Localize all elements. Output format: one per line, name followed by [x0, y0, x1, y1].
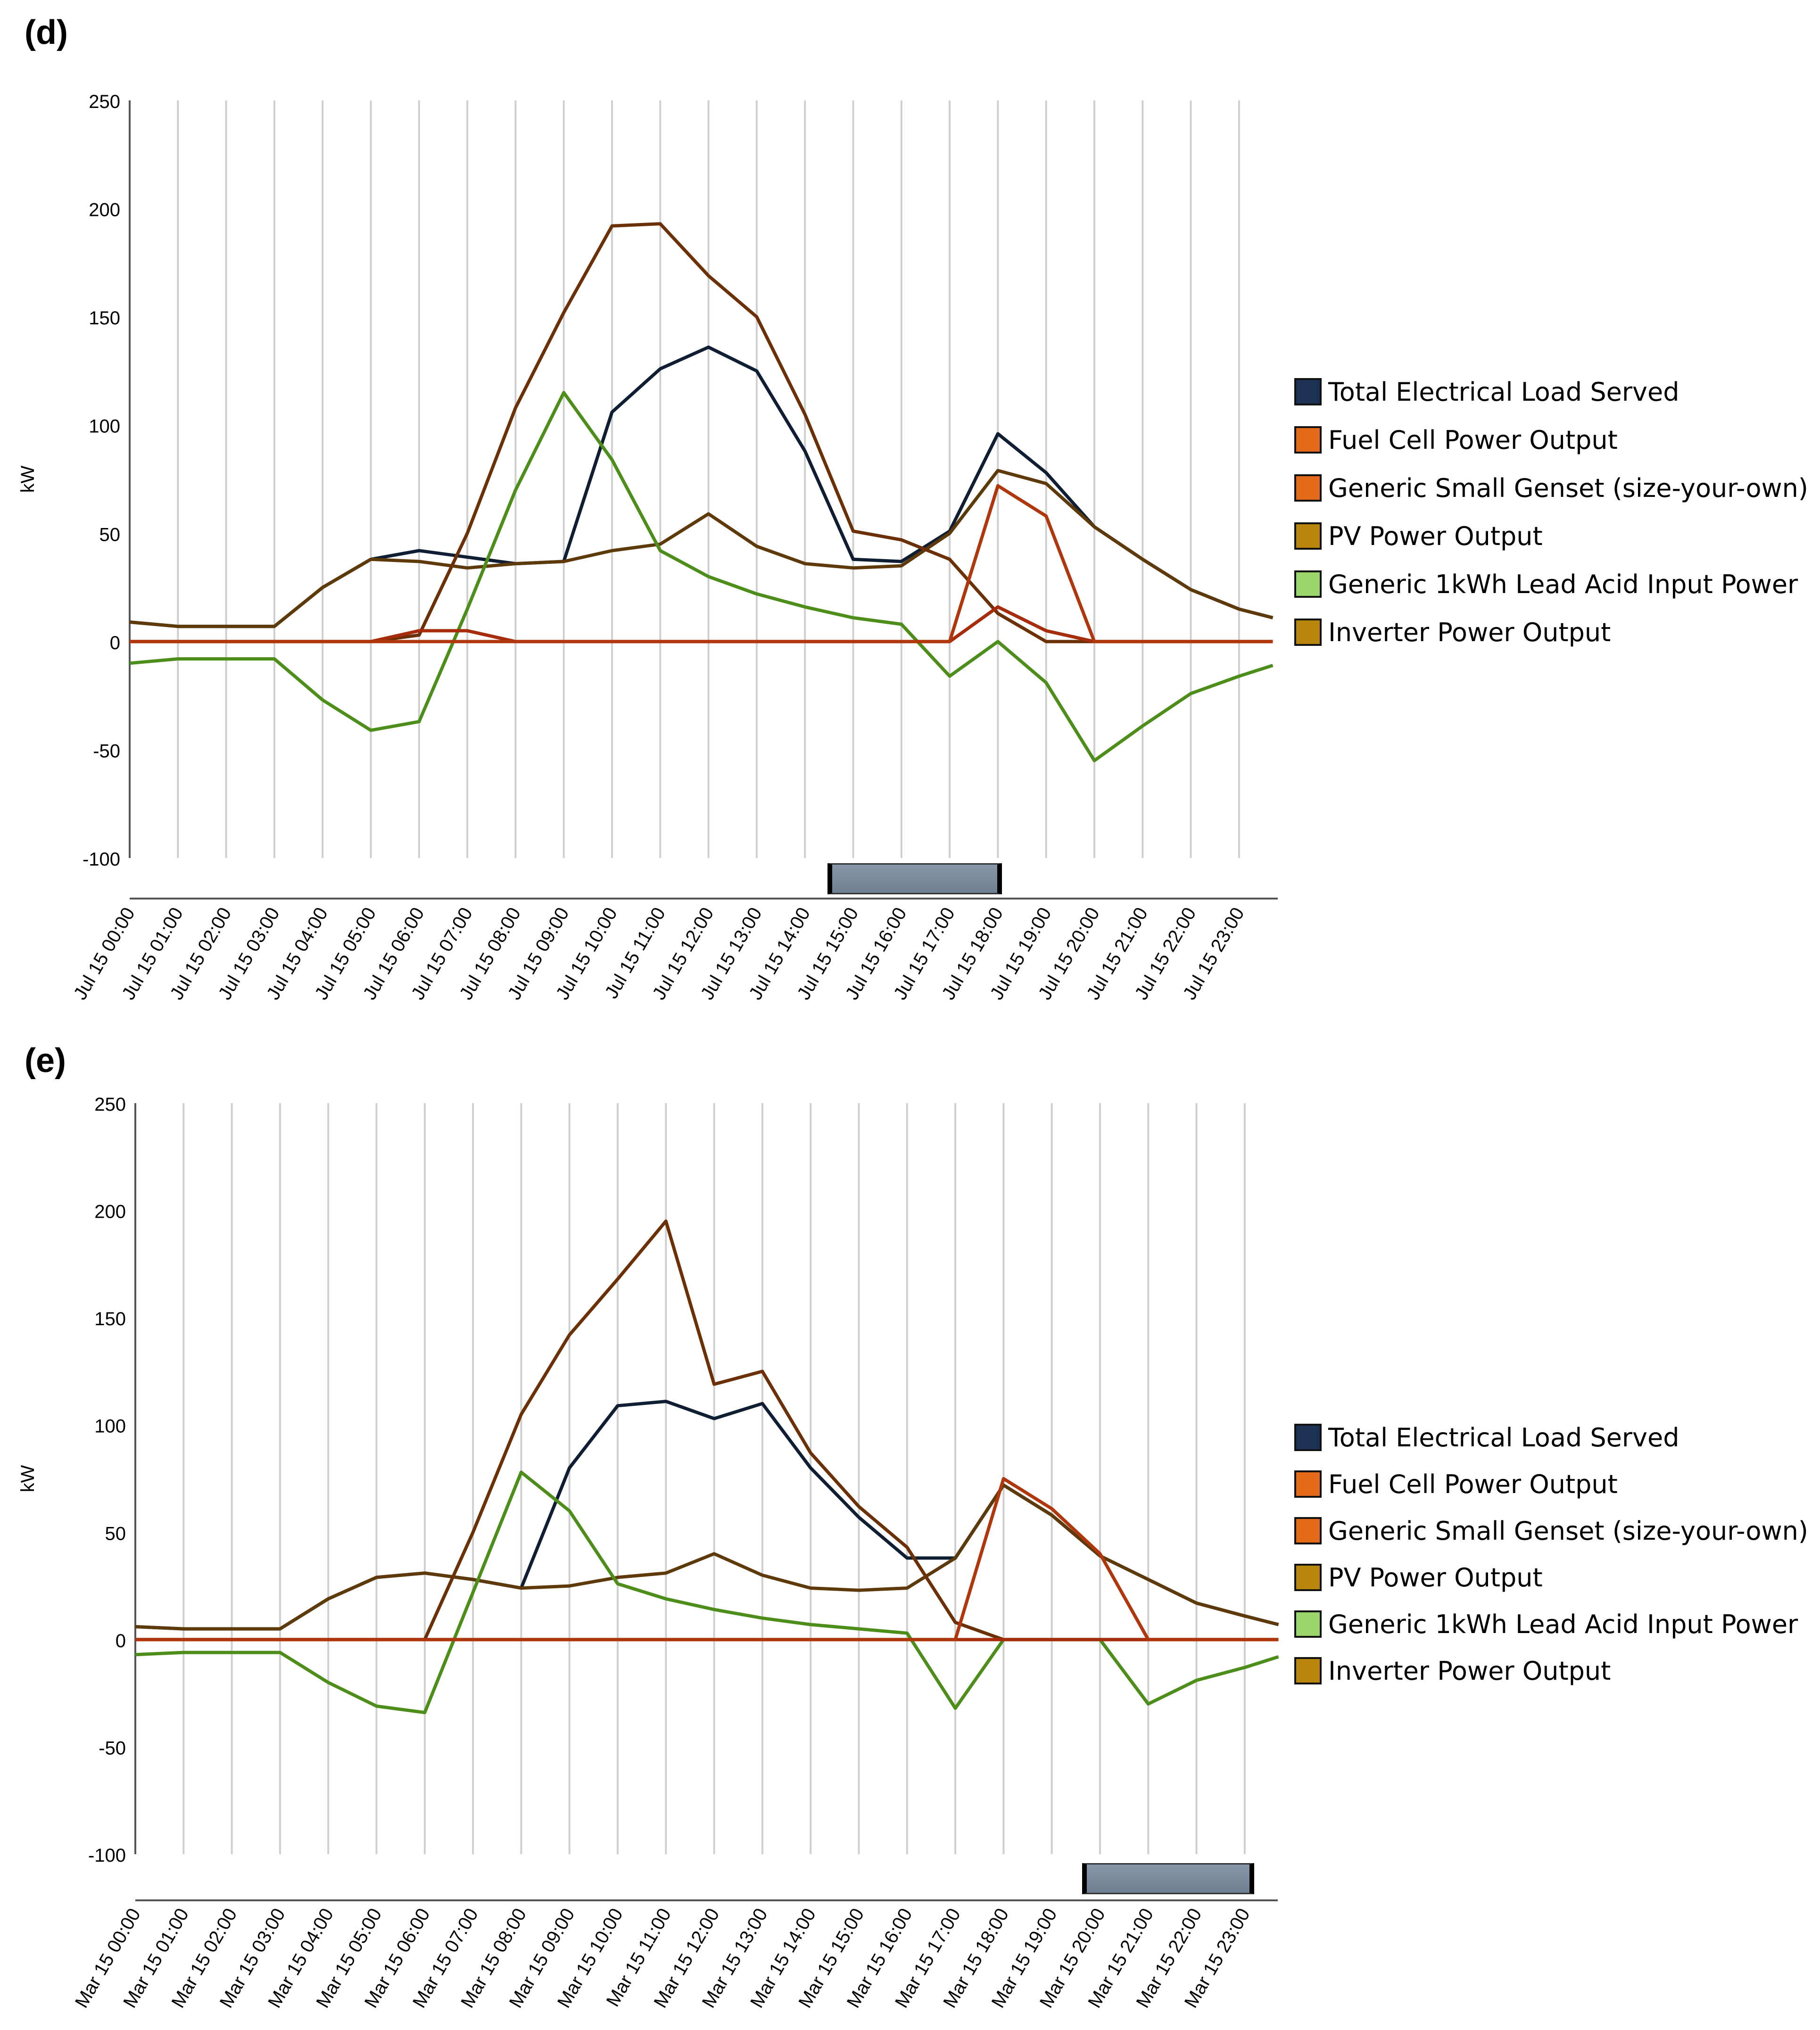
legend-swatch: [1294, 619, 1322, 646]
y-tick-label: 50: [99, 524, 121, 545]
legend-label: Generic Small Genset (size-your-own) Pow…: [1328, 1516, 1813, 1546]
y-tick-label: 0: [116, 1631, 126, 1651]
legend-label: Generic 1kWh Lead Acid Input Power: [1328, 1609, 1798, 1639]
legend-item-pv[interactable]: PV Power Output: [1294, 1561, 1813, 1594]
legend-swatch: [1294, 474, 1322, 502]
legend-swatch: [1294, 1470, 1322, 1498]
legend-label: Fuel Cell Power Output: [1328, 1469, 1618, 1499]
legend-item-battery[interactable]: Generic 1kWh Lead Acid Input Power: [1294, 1608, 1813, 1641]
series-line-inverter-power-output: [129, 469, 1274, 628]
y-tick-label: 200: [89, 200, 120, 221]
legend-item-fuel-cell[interactable]: Fuel Cell Power Output: [1294, 1468, 1813, 1501]
legend-swatch: [1294, 378, 1322, 405]
series-line-generic-small-genset-size-your-own-power-output: [130, 484, 1273, 644]
legend-swatch: [1294, 1517, 1322, 1544]
legend-swatch: [1294, 1610, 1322, 1638]
legend-label: Total Electrical Load Served: [1328, 1422, 1679, 1452]
legend-item-inverter[interactable]: Inverter Power Output: [1294, 616, 1813, 649]
legend-label: Inverter Power Output: [1328, 617, 1611, 647]
y-tick-label: -50: [93, 741, 120, 761]
legend-item-total-load[interactable]: Total Electrical Load Served: [1294, 1421, 1813, 1454]
legend-swatch: [1294, 522, 1322, 550]
legend-item-total-load[interactable]: Total Electrical Load Served: [1294, 375, 1813, 408]
legend-label: Generic 1kWh Lead Acid Input Power: [1328, 569, 1798, 599]
series-line-generic-1kwh-lead-acid-input-power: [129, 391, 1274, 762]
legend-item-fuel-cell[interactable]: Fuel Cell Power Output: [1294, 423, 1813, 456]
y-tick-label: -50: [99, 1738, 126, 1758]
series-line-pv-power-output: [130, 222, 1273, 644]
legend-swatch: [1294, 1657, 1322, 1684]
legend-swatch: [1294, 570, 1322, 598]
y-tick-label: 100: [89, 416, 120, 437]
legend-label: Generic Small Genset (size-your-own) Pow…: [1328, 473, 1813, 503]
series-line-generic-1kwh-lead-acid-input-power: [135, 1470, 1279, 1715]
y-tick-label: -100: [88, 1845, 126, 1866]
legend-label: Inverter Power Output: [1328, 1656, 1611, 1686]
legend-swatch: [1294, 426, 1322, 454]
chart-panel-e: (e) 250 200 150 100 50 0 -50 -100 kW Mar 15 00:00…: [0, 1015, 1820, 2030]
legend-label: Fuel Cell Power Output: [1328, 425, 1618, 455]
y-tick-label: 200: [94, 1202, 126, 1222]
chart-panel-d: (d) 250 200 150 100 50 0 -50 -100 kW Jul 15 00:00…: [17, 14, 1813, 1003]
legend-item-inverter[interactable]: Inverter Power Output: [1294, 1654, 1813, 1687]
y-tick-label: 100: [94, 1416, 126, 1437]
series-line-total-electrical-load-served: [135, 1400, 1279, 1631]
y-tick-label: 0: [110, 633, 120, 653]
y-tick-label: 50: [105, 1523, 126, 1544]
legend-item-pv[interactable]: PV Power Output: [1294, 520, 1813, 553]
y-axis-title: kW: [17, 465, 38, 493]
y-tick-label: 250: [89, 91, 120, 112]
series-line-fuel-cell-power-output: [130, 605, 1273, 644]
time-scrollbar-thumb[interactable]: [827, 863, 1002, 894]
y-tick-label: 250: [94, 1094, 126, 1115]
legend-label: PV Power Output: [1328, 521, 1543, 551]
time-scrollbar-thumb[interactable]: [1082, 1863, 1254, 1894]
legend-label: Total Electrical Load Served: [1328, 377, 1679, 407]
legend-item-genset[interactable]: Generic Small Genset (size-your-own) Pow…: [1294, 1514, 1813, 1547]
panel-label: (e): [25, 1042, 66, 1080]
legend-swatch: [1294, 1564, 1322, 1591]
series-line-pv-power-output: [135, 1219, 1279, 1642]
legend-item-battery[interactable]: Generic 1kWh Lead Acid Input Power: [1294, 568, 1813, 601]
y-axis-title: kW: [17, 1465, 38, 1492]
y-tick-label: -100: [83, 849, 120, 870]
panel-label: (d): [25, 14, 68, 51]
legend-swatch: [1294, 1424, 1322, 1451]
y-tick-label: 150: [94, 1309, 126, 1329]
series-line-generic-small-genset-size-your-own-power-output: [135, 1477, 1279, 1642]
series-line-total-electrical-load-served: [129, 345, 1274, 628]
legend-label: PV Power Output: [1328, 1562, 1543, 1593]
y-tick-label: 150: [89, 308, 120, 329]
legend-item-genset[interactable]: Generic Small Genset (size-your-own) Pow…: [1294, 471, 1813, 504]
